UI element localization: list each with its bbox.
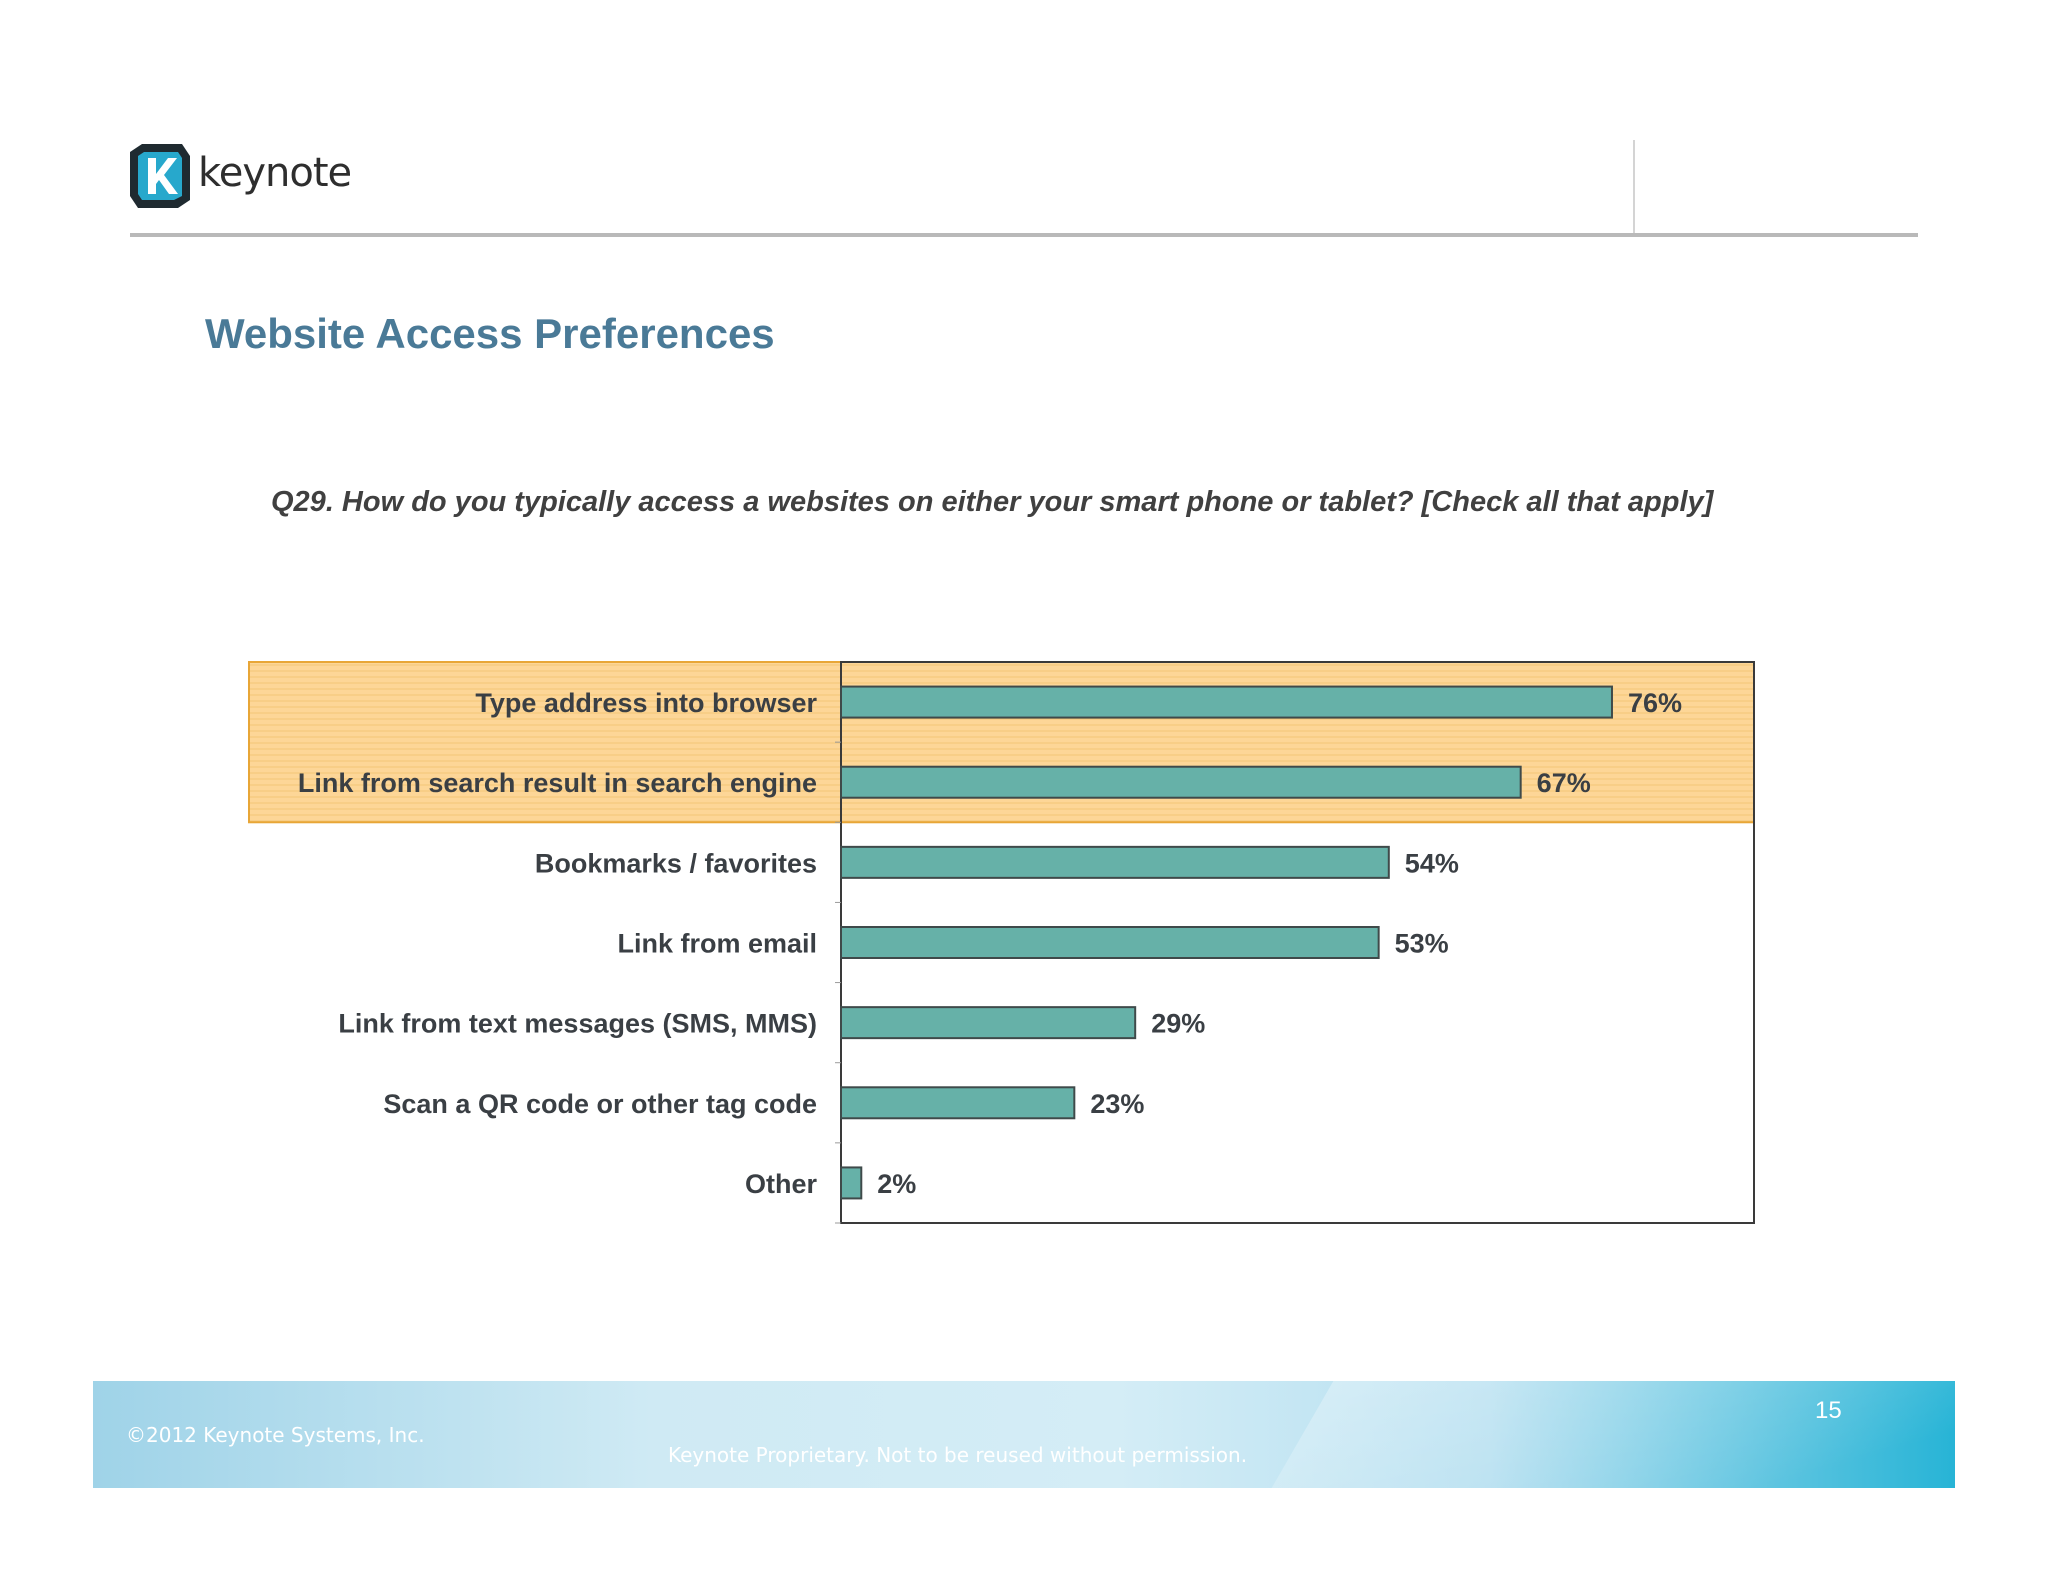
category-label: Link from text messages (SMS, MMS) [338, 1009, 817, 1039]
data-label: 2% [877, 1169, 916, 1199]
category-label: Link from search result in search engine [298, 768, 817, 798]
header-divider [130, 233, 1918, 237]
footer-copyright: ©2012 Keynote Systems, Inc. [126, 1423, 425, 1447]
category-label: Type address into browser [475, 688, 817, 718]
data-label: 76% [1628, 688, 1682, 718]
bar [840, 685, 1613, 719]
page-title: Website Access Preferences [205, 310, 775, 357]
keynote-logo: keynote [128, 140, 388, 214]
survey-question: Q29. How do you typically access a websi… [271, 486, 1714, 518]
data-label: 29% [1151, 1009, 1205, 1039]
bar [840, 1006, 1137, 1040]
data-label: 67% [1537, 768, 1591, 798]
data-label: 54% [1405, 848, 1459, 878]
footer-proprietary-notice: Keynote Proprietary. Not to be reused wi… [668, 1443, 1248, 1467]
category-label: Bookmarks / favorites [535, 848, 817, 878]
bar [840, 765, 1522, 799]
footer-decoration [1229, 1381, 1955, 1488]
category-label: Other [745, 1169, 818, 1199]
category-label: Link from email [617, 929, 817, 959]
bar [840, 1166, 863, 1200]
page-number: 15 [1815, 1397, 1842, 1424]
bar [840, 845, 1390, 879]
header-divider-vertical [1633, 140, 1635, 233]
data-label: 23% [1090, 1089, 1144, 1119]
keynote-logo-icon [130, 144, 190, 208]
footer-band: ©2012 Keynote Systems, Inc. Keynote Prop… [93, 1381, 1955, 1488]
data-label: 53% [1395, 929, 1449, 959]
category-label: Scan a QR code or other tag code [383, 1089, 817, 1119]
logo-wordmark: keynote [198, 150, 352, 196]
bar [840, 1086, 1076, 1120]
bar [840, 926, 1380, 959]
